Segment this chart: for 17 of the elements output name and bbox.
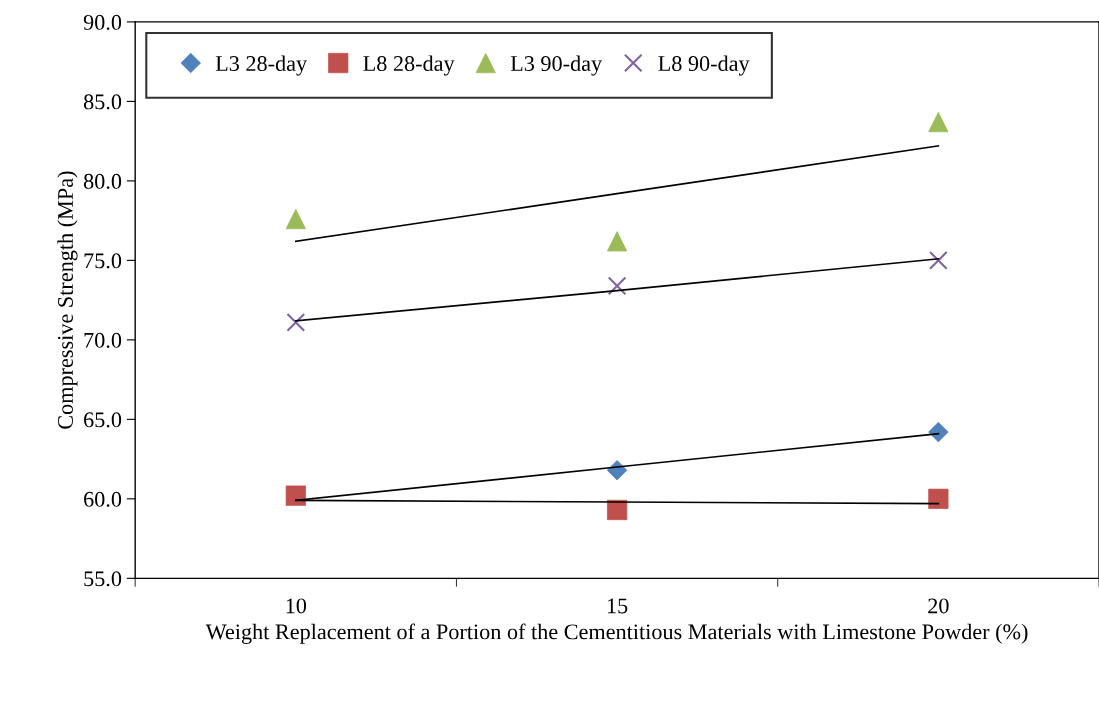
y-tick-label: 60.0 — [84, 491, 122, 507]
y-tick-label: 85.0 — [83, 94, 122, 110]
legend-label: L8 90-day — [658, 55, 750, 76]
legend-label: L3 28-day — [215, 55, 308, 76]
y-tick-label: 70.0 — [84, 332, 122, 348]
legend-label: L3 90-day — [510, 55, 603, 76]
x-tick-label: 20 — [928, 598, 949, 614]
x-tick-label: 10 — [286, 598, 307, 614]
x-axis-title: Weight Replacement of a Portion of the Cementitious Materials with Limestone Powder (%) — [205, 623, 1028, 644]
y-tick-label: 80.0 — [83, 173, 122, 189]
y-axis-title: Compressive Strength (MPa) — [57, 171, 78, 429]
y-tick-label: 55.0 — [84, 571, 122, 587]
y-tick-label: 75.0 — [84, 253, 122, 269]
y-tick-label: 65.0 — [84, 412, 122, 428]
y-tick-label: 90.0 — [83, 14, 122, 30]
legend-label: L8 28-day — [363, 55, 455, 76]
x-tick-label: 15 — [607, 598, 628, 614]
